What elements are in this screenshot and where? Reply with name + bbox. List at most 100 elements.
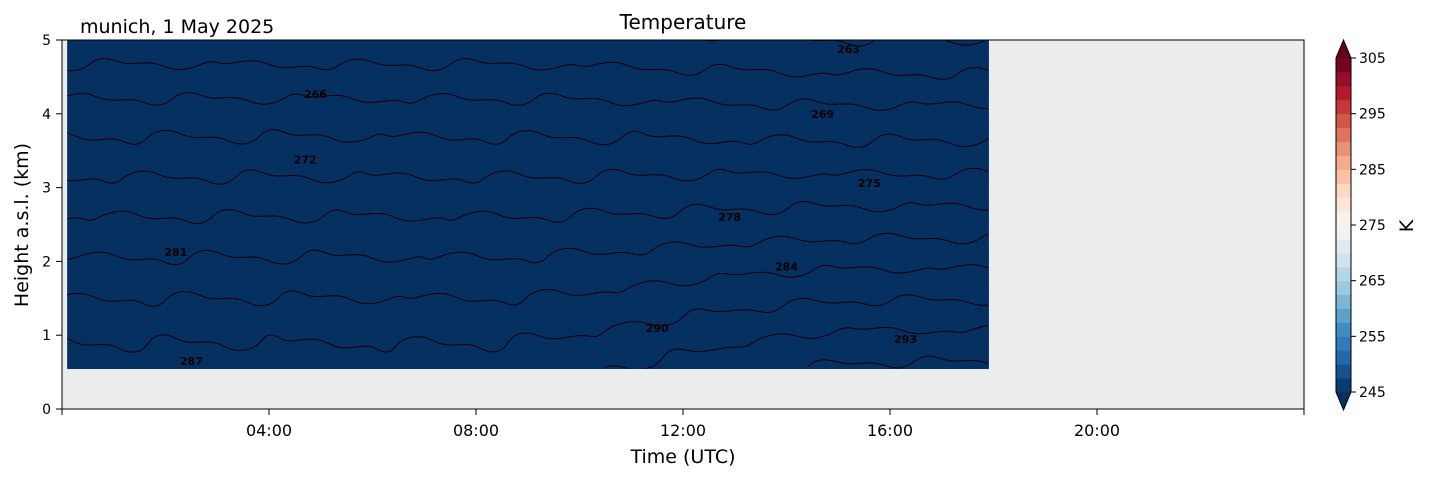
temperature-cell	[486, 160, 498, 165]
temperature-cell	[128, 207, 140, 213]
temperature-cell	[200, 306, 212, 311]
temperature-cell	[507, 218, 519, 224]
temperature-cell	[138, 131, 150, 136]
temperature-cell	[302, 226, 314, 231]
temperature-cell	[282, 262, 293, 267]
temperature-cell	[353, 288, 365, 293]
temperature-cell	[445, 142, 457, 147]
temperature-cell	[374, 233, 386, 238]
temperature-cell	[67, 91, 78, 96]
temperature-cell	[548, 299, 560, 304]
temperature-cell	[363, 109, 375, 114]
temperature-cell	[609, 105, 621, 110]
temperature-cell	[323, 335, 334, 340]
temperature-cell	[507, 80, 519, 85]
temperature-cell	[97, 120, 109, 125]
temperature-cell	[190, 83, 201, 89]
temperature-cell	[159, 258, 171, 264]
temperature-cell	[128, 342, 140, 348]
temperature-cell	[200, 255, 212, 260]
temperature-cell	[456, 175, 467, 180]
temperature-cell	[241, 328, 253, 333]
temperature-cell	[179, 302, 191, 307]
temperature-cell	[67, 361, 78, 366]
temperature-cell	[476, 58, 488, 63]
temperature-cell	[374, 324, 386, 329]
temperature-cell	[251, 346, 263, 351]
temperature-cell	[118, 120, 130, 125]
temperature-cell	[251, 335, 263, 340]
temperature-cell	[323, 87, 334, 92]
temperature-cell	[435, 215, 447, 220]
temperature-cell	[190, 189, 201, 194]
temperature-cell	[363, 178, 375, 183]
temperature-cell	[343, 94, 355, 99]
temperature-cell	[568, 320, 580, 326]
temperature-cell	[497, 138, 508, 143]
temperature-cell	[527, 255, 539, 260]
temperature-cell	[67, 131, 78, 136]
temperature-cell	[425, 54, 437, 59]
temperature-cell	[537, 222, 549, 227]
temperature-cell	[292, 357, 304, 362]
temperature-cell	[87, 138, 99, 143]
temperature-cell	[517, 112, 529, 118]
temperature-cell	[190, 237, 201, 242]
temperature-cell	[589, 262, 600, 267]
temperature-cell	[537, 342, 549, 348]
temperature-cell	[415, 50, 426, 56]
temperature-cell	[271, 109, 283, 114]
temperature-cell	[507, 134, 519, 140]
temperature-cell	[77, 164, 89, 169]
temperature-cell	[548, 102, 560, 107]
temperature-cell	[609, 251, 621, 256]
temperature-cell	[415, 156, 426, 162]
temperature-cell	[486, 83, 498, 89]
temperature-cell	[77, 310, 89, 315]
temperature-cell	[384, 47, 396, 52]
temperature-cell	[353, 164, 365, 169]
temperature-cell	[363, 153, 375, 158]
temperature-cell	[466, 164, 478, 169]
temperature-cell	[456, 145, 467, 151]
temperature-cell	[507, 313, 519, 318]
temperature-cell	[87, 131, 99, 136]
temperature-cell	[568, 182, 580, 187]
temperature-cell	[179, 269, 191, 275]
temperature-cell	[630, 273, 641, 278]
temperature-cell	[394, 193, 406, 198]
temperature-cell	[108, 262, 119, 267]
temperature-cell	[558, 262, 570, 267]
temperature-cell	[169, 237, 181, 242]
temperature-cell	[128, 306, 140, 311]
temperature-cell	[497, 142, 508, 147]
temperature-cell	[353, 357, 365, 362]
temperature-cell	[589, 284, 600, 289]
temperature-cell	[190, 266, 201, 271]
temperature-cell	[292, 237, 304, 242]
temperature-cell	[394, 251, 406, 256]
temperature-cell	[220, 185, 232, 191]
temperature-cell	[97, 280, 109, 286]
temperature-cell	[118, 269, 130, 275]
temperature-cell	[210, 160, 222, 165]
temperature-cell	[497, 123, 508, 129]
temperature-cell	[67, 357, 78, 362]
temperature-cell	[517, 65, 529, 70]
temperature-cell	[138, 313, 150, 318]
temperature-cell	[179, 193, 191, 198]
temperature-cell	[302, 98, 314, 103]
temperature-cell	[190, 120, 201, 125]
temperature-cell	[343, 361, 355, 366]
temperature-cell	[190, 193, 201, 198]
temperature-cell	[517, 277, 529, 282]
temperature-cell	[558, 193, 570, 198]
temperature-cell	[456, 251, 467, 256]
temperature-cell	[108, 310, 119, 315]
temperature-cell	[138, 83, 150, 89]
temperature-cell	[118, 145, 130, 151]
temperature-cell	[343, 229, 355, 234]
temperature-cell	[271, 255, 283, 260]
temperature-cell	[200, 116, 212, 121]
temperature-cell	[589, 255, 600, 260]
